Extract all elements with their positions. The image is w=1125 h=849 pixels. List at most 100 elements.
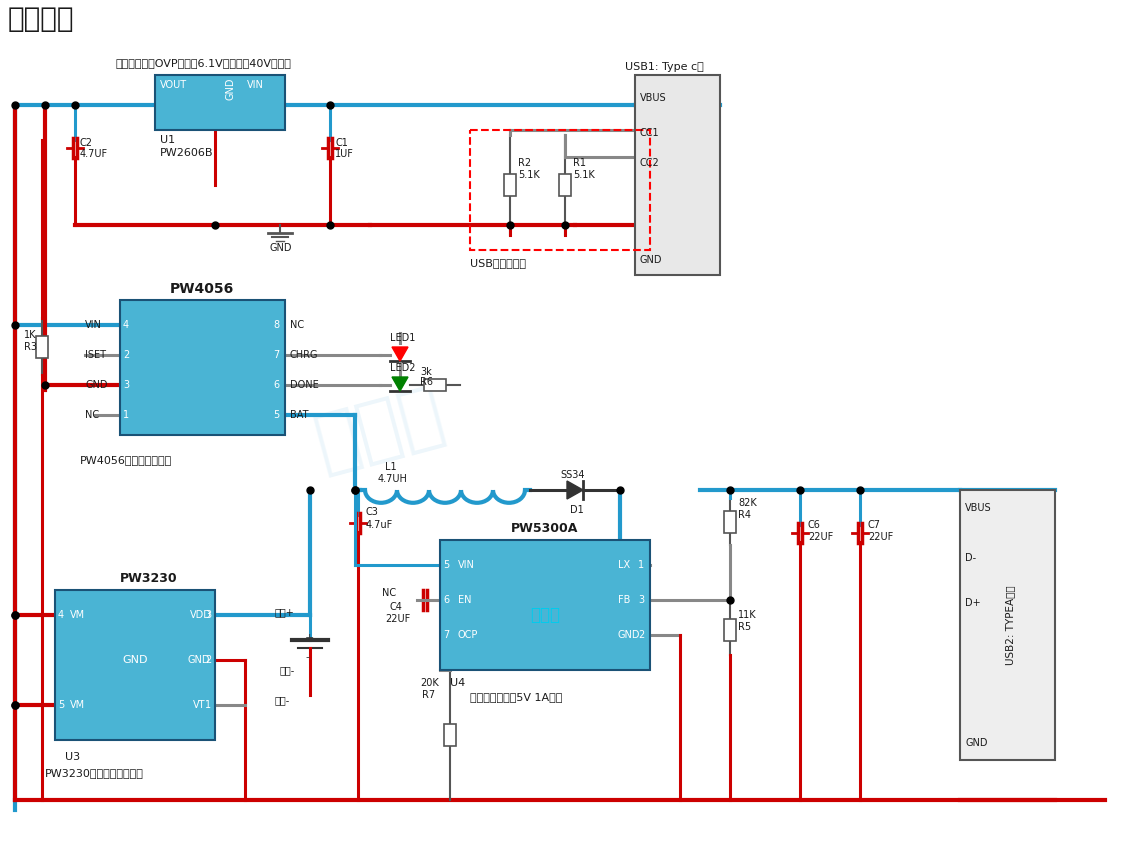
Text: LX: LX [618, 560, 630, 570]
Bar [55, 590, 215, 740]
Text: C7: C7 [868, 520, 881, 530]
Text: GND: GND [618, 630, 640, 640]
Text: 5.1K: 5.1K [573, 170, 595, 180]
Text: VIN: VIN [248, 80, 264, 90]
Text: VM: VM [70, 610, 86, 620]
Text: 4: 4 [123, 320, 129, 330]
Text: 5.1K: 5.1K [518, 170, 540, 180]
Text: PW4056锂电池充电电路: PW4056锂电池充电电路 [80, 455, 172, 465]
Text: SS34: SS34 [560, 470, 585, 480]
Text: 6: 6 [273, 380, 279, 390]
Text: 6: 6 [443, 595, 449, 605]
Text: 电池-: 电池- [280, 665, 295, 675]
Text: USB2: TYPEA母座: USB2: TYPEA母座 [1005, 585, 1015, 665]
Text: C4: C4 [390, 602, 403, 612]
Text: D+: D+ [965, 598, 981, 608]
Text: C1: C1 [335, 138, 348, 148]
Text: VDD: VDD [190, 610, 212, 620]
Text: 4: 4 [58, 610, 64, 620]
Text: GND: GND [187, 655, 209, 665]
Text: 1: 1 [205, 700, 212, 710]
Text: PW4056: PW4056 [170, 282, 234, 296]
Text: C6: C6 [808, 520, 821, 530]
Text: 22UF: 22UF [385, 614, 411, 624]
Text: GND: GND [86, 380, 108, 390]
Text: L1: L1 [385, 462, 397, 472]
Text: 4.7uF: 4.7uF [366, 520, 394, 530]
Text: USB1: Type c口: USB1: Type c口 [626, 62, 704, 72]
Polygon shape [392, 377, 408, 391]
Text: PW3230: PW3230 [120, 572, 178, 585]
Text: R1: R1 [573, 158, 586, 168]
Bar [724, 510, 736, 532]
Bar [634, 75, 720, 275]
Bar [504, 174, 516, 196]
Text: BAT: BAT [290, 410, 308, 420]
Text: R6: R6 [420, 377, 433, 387]
Bar [424, 379, 446, 391]
Text: R2: R2 [518, 158, 531, 168]
Text: 2: 2 [638, 630, 645, 640]
Text: 1: 1 [638, 560, 645, 570]
Text: GND: GND [225, 77, 235, 99]
Bar [960, 490, 1055, 760]
Text: GND: GND [640, 255, 663, 265]
Text: 奕克微: 奕克微 [308, 380, 452, 481]
Text: 7: 7 [443, 630, 449, 640]
Text: LED1: LED1 [390, 333, 415, 343]
Bar [724, 619, 736, 641]
Text: FB: FB [618, 595, 630, 605]
Text: 5: 5 [273, 410, 279, 420]
Text: VIN: VIN [86, 320, 102, 330]
Bar [155, 75, 285, 130]
Text: 电池-: 电池- [274, 695, 290, 705]
Text: R3: R3 [24, 342, 37, 352]
Text: PW3230锂电池保护板电路: PW3230锂电池保护板电路 [45, 768, 144, 778]
Text: 22UF: 22UF [868, 532, 893, 542]
Text: USB口通讯电阵: USB口通讯电阵 [470, 258, 526, 268]
Text: ISET: ISET [86, 350, 106, 360]
Text: VBUS: VBUS [640, 93, 667, 103]
Text: 82K: 82K [738, 498, 757, 508]
Text: NC: NC [382, 588, 396, 598]
Text: 5: 5 [443, 560, 449, 570]
Text: -: - [305, 652, 309, 662]
Text: 2: 2 [205, 655, 212, 665]
Text: VBUS: VBUS [965, 503, 991, 513]
Text: 11K: 11K [738, 610, 757, 620]
Bar [120, 300, 285, 435]
Text: 3k: 3k [420, 367, 432, 377]
Text: 附原理图: 附原理图 [8, 5, 74, 33]
Text: NC: NC [86, 410, 99, 420]
Text: 5: 5 [58, 700, 64, 710]
Text: 8: 8 [273, 320, 279, 330]
Text: U1: U1 [160, 135, 176, 145]
Text: 电池+: 电池+ [274, 607, 295, 617]
Text: 7: 7 [273, 350, 279, 360]
Text: GND: GND [965, 738, 988, 748]
Text: GND: GND [270, 243, 292, 253]
Text: 输入过压保护OVP电路（6.1V关闭，耐40V浪涌）: 输入过压保护OVP电路（6.1V关闭，耐40V浪涌） [115, 58, 291, 68]
Text: 锂电池升压输出5V 1A电路: 锂电池升压输出5V 1A电路 [470, 692, 562, 702]
Text: EN: EN [458, 595, 471, 605]
Polygon shape [567, 481, 583, 499]
Bar [36, 335, 48, 357]
Text: 4.7UF: 4.7UF [80, 149, 108, 159]
Text: 2: 2 [123, 350, 129, 360]
Text: VOUT: VOUT [160, 80, 187, 90]
Bar [470, 130, 650, 250]
Bar [444, 724, 456, 746]
Text: PW5300A: PW5300A [511, 522, 578, 535]
Text: VIN: VIN [458, 560, 475, 570]
Bar [440, 540, 650, 670]
Text: CHRG: CHRG [290, 350, 318, 360]
Text: R5: R5 [738, 622, 752, 632]
Text: CC2: CC2 [640, 158, 659, 168]
Bar [559, 174, 572, 196]
Text: C2: C2 [80, 138, 93, 148]
Text: NC: NC [290, 320, 304, 330]
Text: C3: C3 [366, 507, 379, 517]
Text: CC1: CC1 [640, 128, 659, 138]
Text: LED2: LED2 [390, 363, 415, 373]
Text: 22UF: 22UF [808, 532, 834, 542]
